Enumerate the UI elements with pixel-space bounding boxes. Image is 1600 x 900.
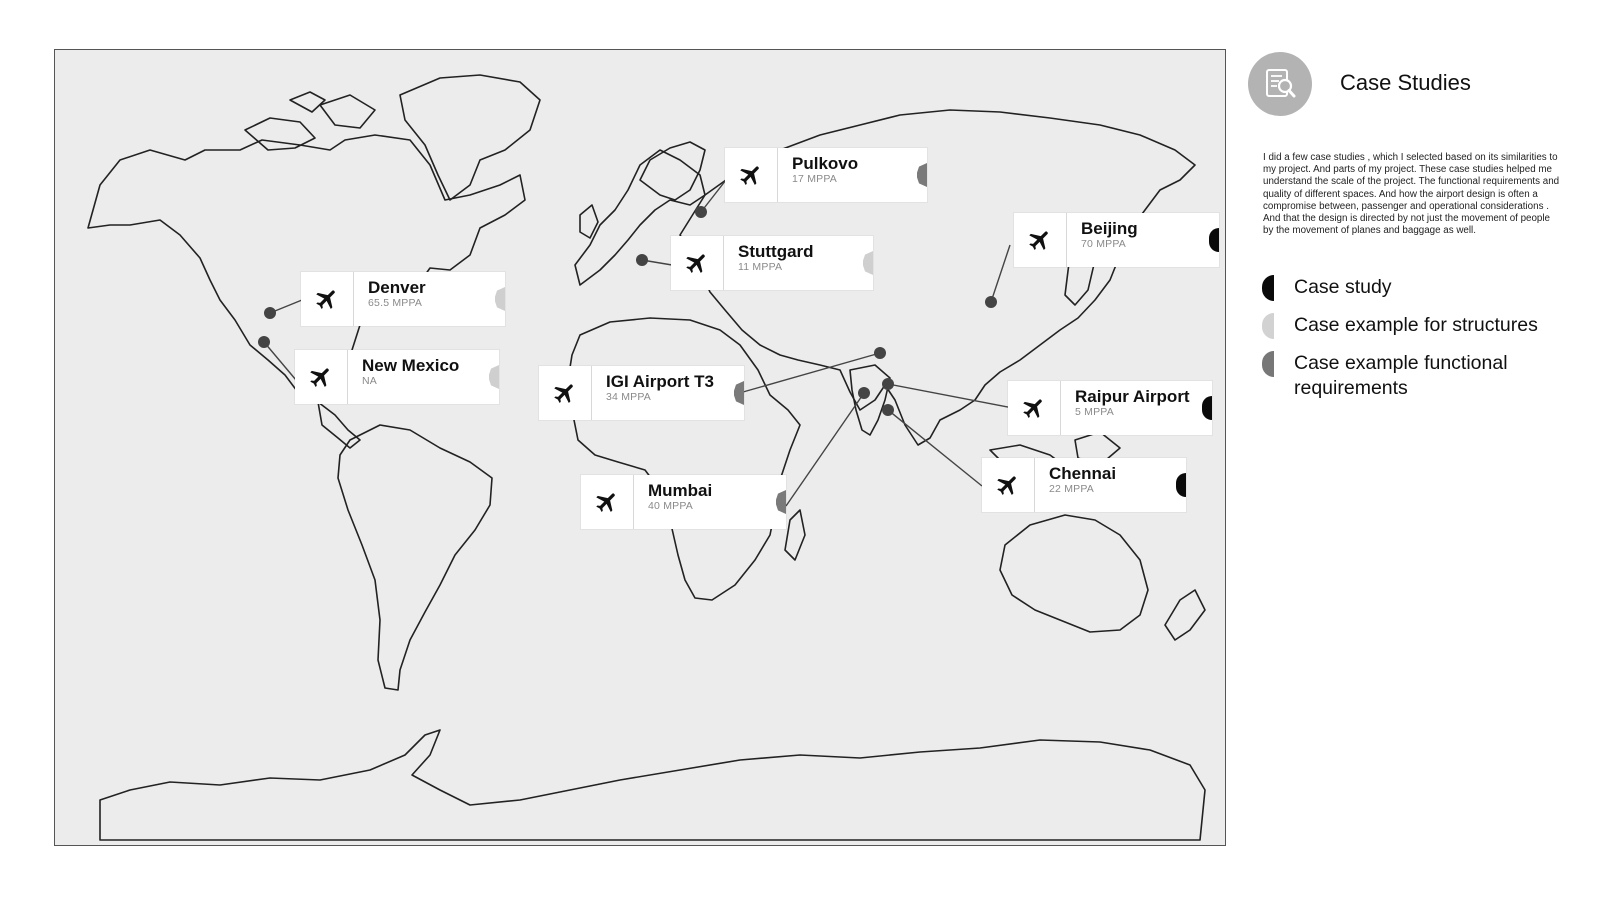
airport-name: Raipur Airport xyxy=(1075,387,1190,406)
legend-swatch xyxy=(1262,313,1274,339)
airport-capacity: 65.5 MPPA xyxy=(368,297,423,309)
legend-item-structures: Case example for structures xyxy=(1262,313,1582,339)
airplane-icon xyxy=(301,272,354,326)
airport-card-pulkovo[interactable]: Pulkovo 17 MPPA xyxy=(725,148,927,202)
airplane-icon xyxy=(671,236,724,290)
airport-name: IGI Airport T3 xyxy=(606,372,714,391)
page-title: Case Studies xyxy=(1340,70,1471,95)
legend-label: Case example functional requirements xyxy=(1294,352,1508,399)
airport-name: Stuttgard xyxy=(738,242,814,261)
description-text: I did a few case studies , which I selec… xyxy=(1263,152,1560,237)
airport-name: Mumbai xyxy=(648,481,713,500)
airplane-icon xyxy=(725,148,778,202)
airplane-icon xyxy=(1008,381,1061,435)
airport-card-chennai[interactable]: Chennai 22 MPPA xyxy=(982,458,1186,512)
legend-swatch xyxy=(1262,351,1274,377)
airport-capacity: 40 MPPA xyxy=(648,500,693,512)
airport-name: Denver xyxy=(368,278,426,297)
airplane-icon xyxy=(581,475,634,529)
airport-capacity: 34 MPPA xyxy=(606,391,651,403)
airport-card-denver[interactable]: Denver 65.5 MPPA xyxy=(301,272,505,326)
airport-name: Pulkovo xyxy=(792,154,859,173)
airport-card-raipur[interactable]: Raipur Airport 5 MPPA xyxy=(1008,381,1212,435)
airplane-icon xyxy=(982,458,1035,512)
document-search-icon xyxy=(1248,52,1312,116)
airport-card-stuttgard[interactable]: Stuttgard 11 MPPA xyxy=(671,236,873,290)
airport-capacity: 11 MPPA xyxy=(738,261,783,273)
airport-name: Chennai xyxy=(1049,464,1117,483)
category-tag xyxy=(734,381,744,405)
legend-label: Case study xyxy=(1294,276,1392,298)
legend-item-functional: Case example functional requirements xyxy=(1262,351,1582,401)
category-tag xyxy=(495,287,505,311)
airport-card-beijing[interactable]: Beijing 70 MPPA xyxy=(1014,213,1219,267)
legend-item-case-study: Case study xyxy=(1262,275,1582,301)
airplane-icon xyxy=(295,350,348,404)
category-tag xyxy=(489,365,499,389)
category-tag xyxy=(776,490,786,514)
world-map xyxy=(54,49,1226,846)
airport-card-igi[interactable]: IGI Airport T3 34 MPPA xyxy=(539,366,744,420)
category-tag xyxy=(863,251,873,275)
airport-capacity: NA xyxy=(362,375,377,387)
category-tag xyxy=(1176,473,1186,497)
airplane-icon xyxy=(539,366,592,420)
category-tag xyxy=(1209,228,1219,252)
airplane-icon xyxy=(1014,213,1067,267)
airport-capacity: 5 MPPA xyxy=(1075,406,1114,418)
airport-capacity: 22 MPPA xyxy=(1049,483,1094,495)
airport-name: Beijing xyxy=(1081,219,1138,238)
airport-card-mumbai[interactable]: Mumbai 40 MPPA xyxy=(581,475,786,529)
airport-capacity: 17 MPPA xyxy=(792,173,837,185)
airport-name: New Mexico xyxy=(362,356,460,375)
airport-capacity: 70 MPPA xyxy=(1081,238,1126,250)
category-tag xyxy=(917,163,927,187)
category-tag xyxy=(1202,396,1212,420)
airport-card-new-mexico[interactable]: New Mexico NA xyxy=(295,350,499,404)
legend-swatch xyxy=(1262,275,1274,301)
legend-label: Case example for structures xyxy=(1294,314,1538,336)
legend: Case study Case example for structures C… xyxy=(1262,275,1582,413)
